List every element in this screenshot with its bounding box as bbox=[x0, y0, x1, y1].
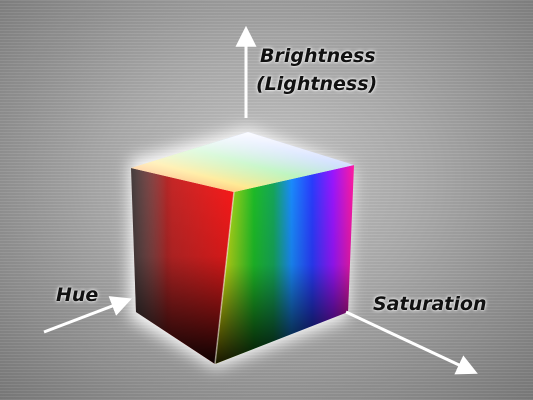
hue-axis-arrow bbox=[43, 296, 132, 334]
cube-top-face bbox=[131, 132, 354, 192]
cube-front-edge bbox=[214, 191, 235, 365]
lightness-label: (Lightness) bbox=[256, 73, 378, 95]
saturation-label: Saturation bbox=[373, 293, 487, 315]
cube-side-face bbox=[215, 165, 354, 364]
hue-label: Hue bbox=[56, 284, 99, 306]
saturation-axis-arrow bbox=[345, 310, 478, 375]
brightness-label: Brightness bbox=[260, 45, 376, 67]
cube-front-face bbox=[131, 168, 234, 364]
